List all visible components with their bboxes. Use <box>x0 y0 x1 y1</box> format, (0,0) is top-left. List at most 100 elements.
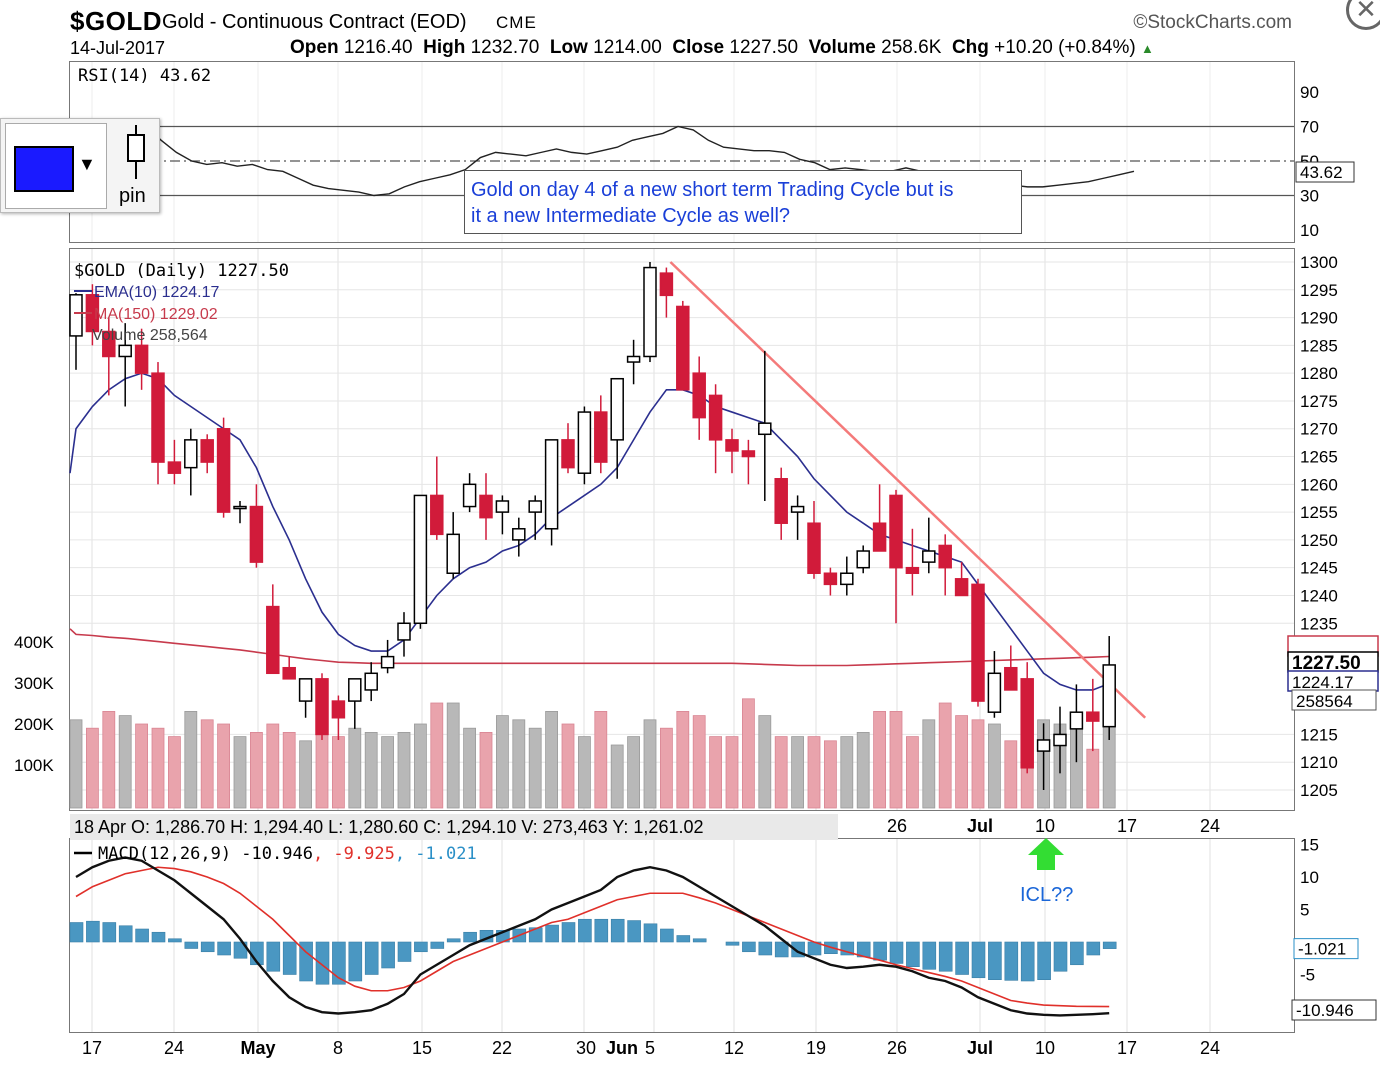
candle <box>315 673 329 740</box>
macd-value-label: -10.946 <box>1296 1001 1354 1020</box>
open-label: Open <box>290 37 339 58</box>
pin-button[interactable]: pin <box>117 123 155 209</box>
volume-bar <box>249 732 263 809</box>
candle-body <box>872 522 887 552</box>
color-picker-button[interactable]: ▼ <box>5 123 107 209</box>
candle <box>151 362 165 485</box>
candle <box>1102 636 1116 740</box>
candle <box>643 262 657 363</box>
pin-label: pin <box>119 185 146 207</box>
macd-histogram-bar <box>381 941 395 969</box>
candle <box>889 489 903 624</box>
macd-histogram-bar <box>938 941 953 972</box>
candle-body <box>397 622 411 641</box>
volume-bar <box>709 736 722 809</box>
candle <box>282 656 296 680</box>
price-tick-label: 1285 <box>1300 336 1338 355</box>
bottom-x-label: Jun <box>606 1038 638 1058</box>
candle-body <box>1086 711 1100 722</box>
volume-value-box <box>1291 689 1377 711</box>
volume-bar <box>86 727 99 809</box>
ema-legend: EMA(10) 1224.17 <box>94 284 220 301</box>
candle-body <box>380 655 395 669</box>
candle <box>922 517 936 574</box>
candle-body <box>676 305 690 391</box>
volume-bar <box>528 727 542 809</box>
high-value: 1232.70 <box>470 37 540 58</box>
candle <box>134 328 149 390</box>
candle <box>249 484 264 568</box>
candle <box>1053 706 1067 774</box>
candle <box>872 484 887 552</box>
candle <box>167 439 182 485</box>
candle-body <box>282 666 296 680</box>
candle <box>1036 723 1051 790</box>
date-label: 14-Jul-2017 <box>70 38 166 58</box>
volume-value-label: 258564 <box>1296 692 1353 711</box>
volume-bar <box>988 723 1001 809</box>
annotation-line-1: Gold on day 4 of a new short term Tradin… <box>471 179 954 201</box>
brand-link[interactable]: ©StockCharts.com <box>1133 12 1292 33</box>
volume-tick-label: 300K <box>14 674 54 693</box>
candle <box>331 695 346 740</box>
bottom-x-label: 15 <box>412 1038 432 1058</box>
trendline <box>669 261 1147 719</box>
candle-body <box>184 439 198 469</box>
candle-body <box>462 483 477 508</box>
macd-tick-label: -5 <box>1300 966 1315 985</box>
ma150-line <box>69 628 1110 667</box>
macd-histogram-bar <box>364 941 379 975</box>
candle <box>692 356 706 440</box>
volume-label: Volume <box>808 37 876 58</box>
candle-body <box>610 377 624 441</box>
candle <box>233 500 247 524</box>
candle <box>266 584 280 675</box>
volume-bar <box>824 740 837 809</box>
bottom-x-label: 26 <box>887 1038 907 1058</box>
candle <box>446 512 460 579</box>
macd-histogram-bar <box>758 941 773 956</box>
macd-histogram-bar <box>446 938 461 943</box>
rsi-current-box <box>1295 161 1355 183</box>
change-value: +10.20 (+0.84%) <box>994 37 1136 58</box>
macd-histogram-bar <box>102 922 117 943</box>
macd-legend: MACD(12,26,9) -10.946, -9.925, -1.021 <box>98 844 477 864</box>
candle <box>725 428 739 474</box>
price-panel-frame <box>69 248 1295 811</box>
price-tick-label: 1235 <box>1300 614 1338 633</box>
volume-bar <box>135 723 149 809</box>
candle <box>544 439 559 546</box>
candle-body <box>790 505 805 513</box>
volume-bar <box>430 702 444 809</box>
green-arrow-icon <box>1028 838 1064 870</box>
volume-bar <box>840 736 854 809</box>
candle-body <box>544 439 559 530</box>
candle-body <box>249 505 264 563</box>
macd-histogram-bar <box>971 941 986 979</box>
volume-bars <box>69 698 1116 809</box>
volume-bar <box>742 698 755 809</box>
volume-bar <box>381 736 395 809</box>
ma-legend: MA(150) 1229.02 <box>94 306 218 323</box>
macd-histogram-bar <box>266 941 281 972</box>
candle-body <box>348 678 362 702</box>
price-tick-label: 1275 <box>1300 392 1338 411</box>
candle-body <box>102 330 116 358</box>
volume-bar <box>922 719 936 809</box>
candle <box>200 434 214 474</box>
volume-bar <box>643 719 657 809</box>
macd-histogram-bar <box>200 941 215 953</box>
volume-bar <box>151 727 165 809</box>
candle <box>216 417 231 518</box>
bottom-x-label: 30 <box>576 1038 596 1058</box>
exchange-label: CME <box>496 13 537 32</box>
candle <box>954 562 969 597</box>
volume-bar <box>512 719 526 809</box>
candle <box>594 395 608 474</box>
candle <box>823 567 838 596</box>
low-value: 1214.00 <box>593 37 662 58</box>
candle-body <box>495 500 510 513</box>
macd-histogram-bar <box>348 941 363 982</box>
price-tick-label: 1290 <box>1300 309 1338 328</box>
